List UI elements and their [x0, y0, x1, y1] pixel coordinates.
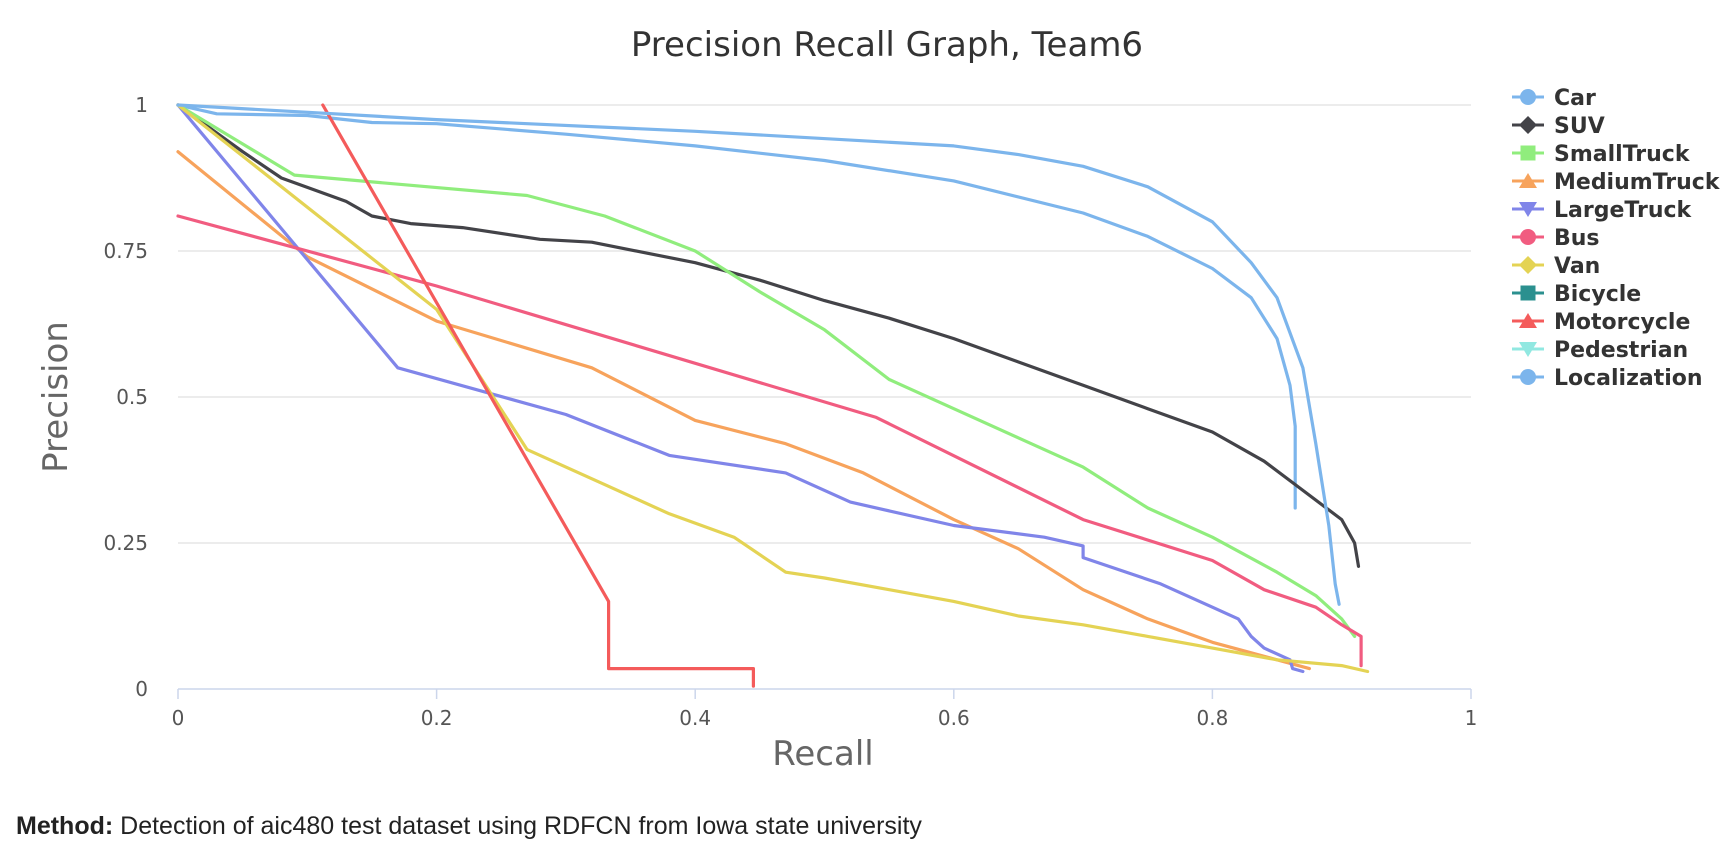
series-line-smalltruck [176, 103, 1357, 638]
legend-label: MediumTruck [1554, 170, 1721, 195]
legend-item-suv[interactable]: SUV [1512, 114, 1605, 139]
x-tick-label: 0.8 [1196, 706, 1228, 730]
x-tick-label: 0.2 [421, 706, 453, 730]
series-line-motorcycle [321, 103, 755, 688]
series-line-suv [176, 103, 1361, 568]
legend-marker-diamond [1519, 256, 1537, 274]
legend-marker-square [1520, 285, 1536, 301]
legend-label: Motorcycle [1554, 310, 1690, 335]
legend-item-pedestrian[interactable]: Pedestrian [1512, 338, 1688, 363]
legend-item-mediumtruck[interactable]: MediumTruck [1512, 170, 1721, 195]
legend-label: Van [1554, 254, 1600, 279]
series-line-mediumtruck [176, 150, 1311, 671]
x-tick-label: 1 [1465, 706, 1478, 730]
legend-marker-circle [1520, 229, 1536, 245]
y-axis-title: Precision [36, 321, 76, 473]
series-line-van [176, 103, 1370, 674]
legend-label: Localization [1554, 366, 1703, 391]
legend-item-car[interactable]: Car [1512, 86, 1596, 111]
x-tick-label: 0.4 [679, 706, 711, 730]
grid-lines [178, 104, 1471, 544]
x-tick-label: 0.6 [938, 706, 970, 730]
legend-item-van[interactable]: Van [1512, 254, 1600, 279]
legend-item-smalltruck[interactable]: SmallTruck [1512, 142, 1691, 167]
series-line-localization [176, 103, 1341, 606]
legend: Car SUV SmallTruck MediumTruck LargeTruck Bus… [1512, 86, 1721, 391]
legend-marker-diamond [1519, 116, 1537, 134]
series-line-car [176, 103, 1297, 510]
y-tick-label: 0.75 [103, 239, 148, 263]
legend-label: SmallTruck [1554, 142, 1691, 167]
x-tick-label: 0 [172, 706, 185, 730]
legend-marker-circle [1520, 369, 1536, 385]
legend-marker-triangle-down [1519, 342, 1537, 357]
y-tick-label: 0.25 [103, 531, 148, 555]
method-text: Detection of aic480 test dataset using R… [113, 812, 922, 840]
legend-label: SUV [1554, 114, 1605, 139]
axes: 0 0.25 0.5 0.75 1 0 0.2 0.4 0.6 0.8 1 [103, 93, 1477, 730]
method-label: Method: [16, 812, 114, 840]
y-tick-label: 0 [135, 677, 148, 701]
series-line-largetruck [176, 103, 1305, 674]
series-line-bus [176, 214, 1363, 668]
legend-item-bus[interactable]: Bus [1512, 226, 1600, 251]
legend-item-largetruck[interactable]: LargeTruck [1512, 198, 1693, 223]
legend-label: Bus [1554, 226, 1600, 251]
legend-marker-square [1520, 145, 1536, 161]
legend-marker-triangle-down [1519, 202, 1537, 217]
legend-item-motorcycle[interactable]: Motorcycle [1512, 310, 1690, 335]
legend-label: Car [1554, 86, 1596, 111]
method-footer: Method: Detection of aic480 test dataset… [16, 812, 922, 841]
legend-label: Bicycle [1554, 282, 1641, 307]
legend-item-bicycle[interactable]: Bicycle [1512, 282, 1641, 307]
chart-title: Precision Recall Graph, Team6 [631, 25, 1143, 65]
y-tick-label: 1 [135, 93, 148, 117]
legend-label: Pedestrian [1554, 338, 1688, 363]
legend-marker-circle [1520, 89, 1536, 105]
y-tick-label: 0.5 [116, 385, 148, 409]
legend-marker-triangle [1519, 313, 1537, 328]
legend-marker-triangle [1519, 173, 1537, 188]
x-axis-title: Recall [772, 734, 873, 774]
legend-label: LargeTruck [1554, 198, 1693, 223]
legend-item-localization[interactable]: Localization [1512, 366, 1703, 391]
series-lines [176, 103, 1370, 688]
